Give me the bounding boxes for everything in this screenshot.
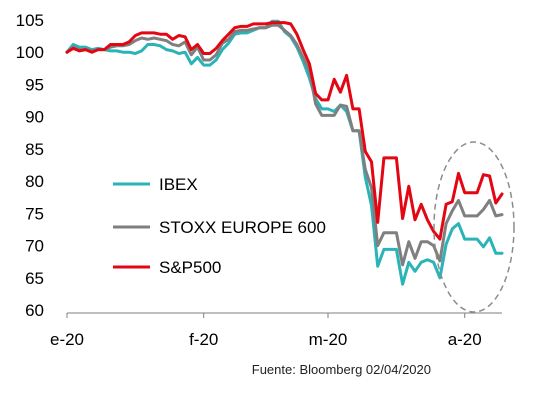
y-tick-label: 75 xyxy=(25,204,44,223)
legend: IBEX STOXX EUROPE 600 S&P500 xyxy=(113,175,326,277)
legend-label-0: IBEX xyxy=(159,175,198,194)
y-tick-label: 80 xyxy=(25,172,44,191)
y-tick-label: 60 xyxy=(25,301,44,320)
y-tick-label: 85 xyxy=(25,140,44,159)
x-axis: e-20 f-20 m-20 a-20 xyxy=(50,312,502,349)
x-tick-label: e-20 xyxy=(50,330,84,349)
y-tick-label: 100 xyxy=(16,43,44,62)
series-lines xyxy=(65,19,504,286)
series-line-2 xyxy=(65,21,504,241)
x-tick-label: a-20 xyxy=(448,330,482,349)
series-line-0 xyxy=(65,19,504,286)
legend-label-1: STOXX EUROPE 600 xyxy=(159,218,326,237)
y-axis: 60 65 70 75 80 85 90 95 100 105 xyxy=(16,11,44,320)
x-tick-label: m-20 xyxy=(309,330,348,349)
series-line-1 xyxy=(65,23,504,267)
x-tick-label: f-20 xyxy=(189,330,218,349)
y-tick-label: 70 xyxy=(25,237,44,256)
y-tick-label: 90 xyxy=(25,108,44,127)
y-tick-label: 65 xyxy=(25,269,44,288)
highlight-ellipse xyxy=(433,141,515,313)
y-tick-label: 95 xyxy=(25,75,44,94)
y-tick-label: 105 xyxy=(16,11,44,30)
legend-label-2: S&P500 xyxy=(159,258,221,277)
source-label: Fuente: Bloomberg 02/04/2020 xyxy=(252,362,431,377)
